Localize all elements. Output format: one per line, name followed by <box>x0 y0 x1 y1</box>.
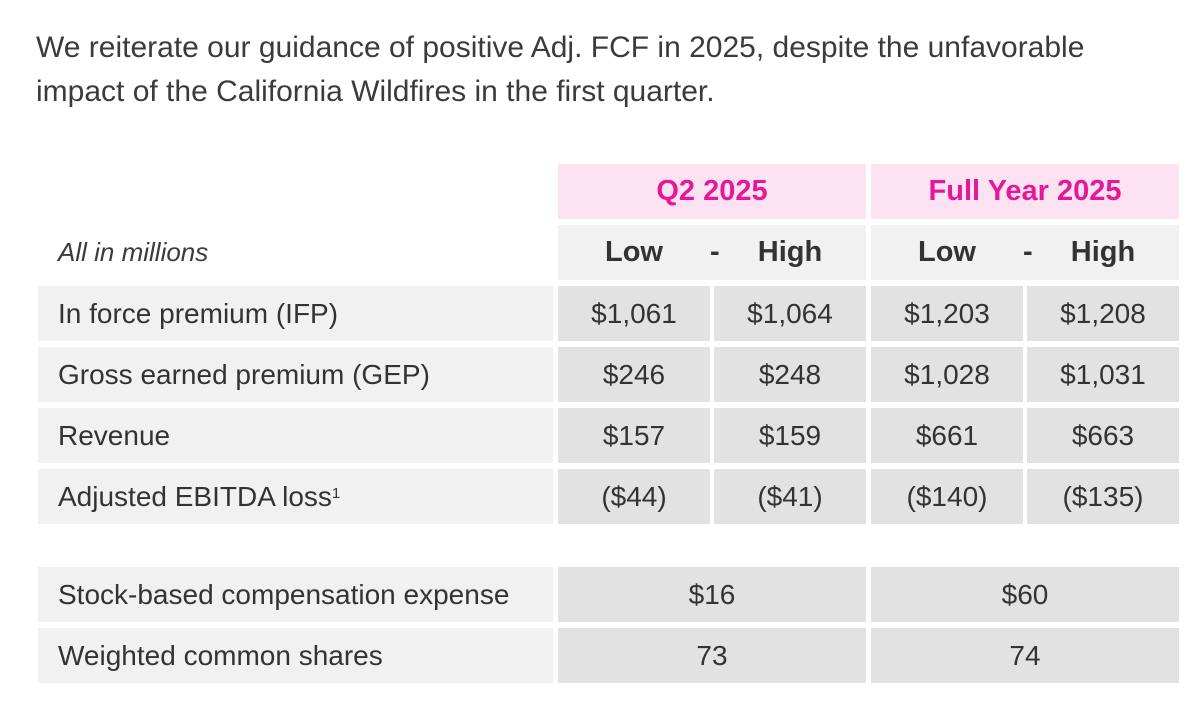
value-gep-fy-low: $1,028 <box>871 347 1023 402</box>
row-label-adjusted-ebitda-loss: Adjusted EBITDA loss 1 <box>38 469 553 524</box>
value-ebitda-q2-high: ($41) <box>714 469 866 524</box>
row-label-ifp: In force premium (IFP) <box>38 286 553 341</box>
value-shares-q2: 73 <box>558 628 866 683</box>
value-gep-q2-high: $248 <box>714 347 866 402</box>
value-ifp-q2-high: $1,064 <box>714 286 866 341</box>
headline: We reiterate our guidance of positive Ad… <box>36 31 1085 108</box>
value-sbc-q2: $16 <box>558 567 866 622</box>
value-ebitda-fy-high: ($135) <box>1027 469 1179 524</box>
low-label: Low <box>918 236 976 268</box>
low-high-header-q2: Low - High <box>558 225 866 280</box>
row-label-text: Adjusted EBITDA loss <box>58 480 332 512</box>
high-label: High <box>1070 236 1136 268</box>
value-gep-fy-high: $1,031 <box>1027 347 1179 402</box>
value-ifp-q2-low: $1,061 <box>558 286 710 341</box>
value-revenue-fy-low: $661 <box>871 408 1023 463</box>
period-header-q2-2025: Q2 2025 <box>558 164 866 219</box>
row-label-gep: Gross earned premium (GEP) <box>38 347 553 402</box>
value-revenue-q2-high: $159 <box>714 408 866 463</box>
value-shares-fy: 74 <box>871 628 1179 683</box>
row-label-stock-based-compensation: Stock-based compensation expense <box>38 567 553 622</box>
row-label-revenue: Revenue <box>38 408 553 463</box>
row-label-weighted-common-shares: Weighted common shares <box>38 628 553 683</box>
period-header-full-year-2025: Full Year 2025 <box>871 164 1179 219</box>
low-high-header-fy: Low - High <box>871 225 1179 280</box>
low-label: Low <box>605 236 663 268</box>
value-sbc-fy: $60 <box>871 567 1179 622</box>
value-ifp-fy-low: $1,203 <box>871 286 1023 341</box>
footnote-marker: 1 <box>331 485 341 502</box>
high-label: High <box>757 236 823 268</box>
value-revenue-fy-high: $663 <box>1027 408 1179 463</box>
value-ebitda-q2-low: ($44) <box>558 469 710 524</box>
value-ifp-fy-high: $1,208 <box>1027 286 1179 341</box>
value-ebitda-fy-low: ($140) <box>871 469 1023 524</box>
value-revenue-q2-low: $157 <box>558 408 710 463</box>
value-gep-q2-low: $246 <box>558 347 710 402</box>
units-label: All in millions <box>58 237 209 267</box>
